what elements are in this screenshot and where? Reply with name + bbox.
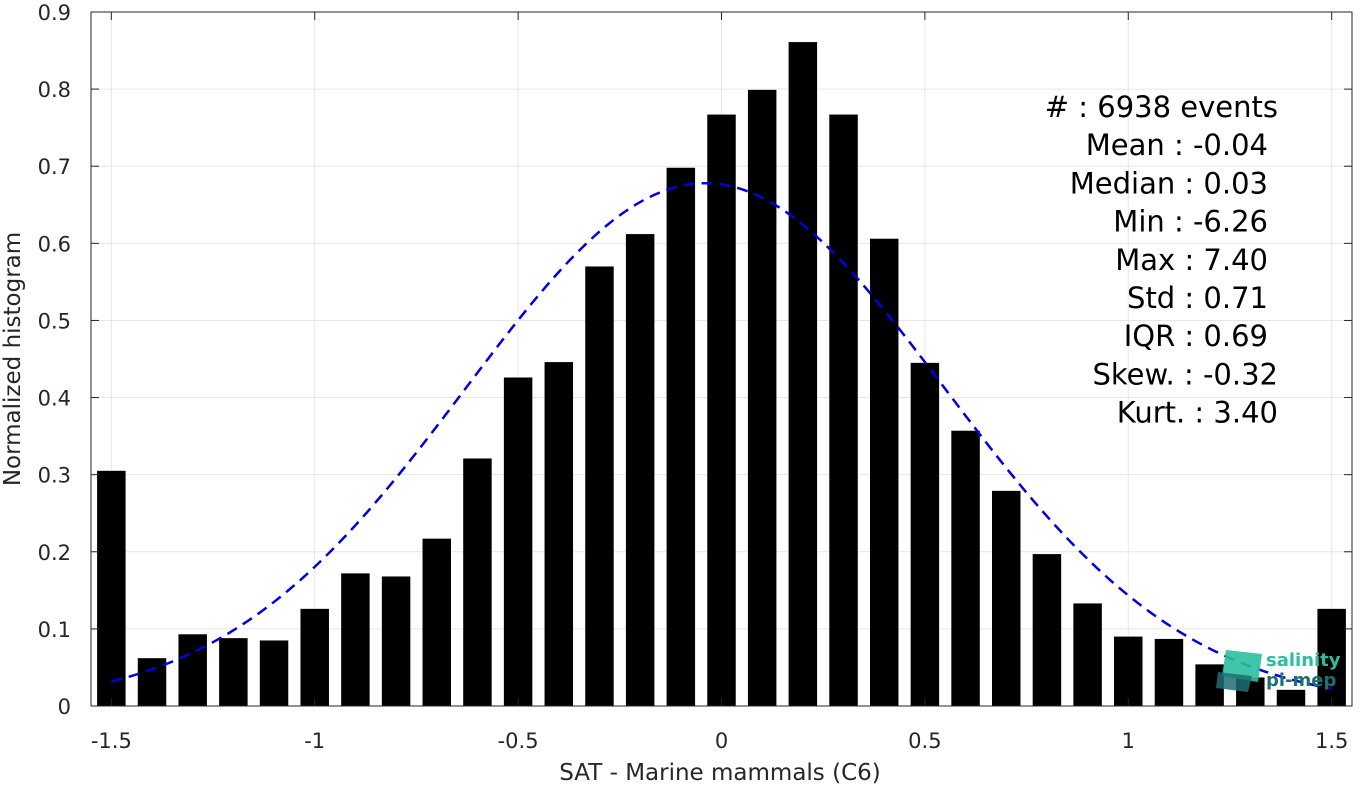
bars bbox=[97, 42, 1346, 707]
y-tick-label: 0.9 bbox=[38, 1, 71, 25]
histogram-bar bbox=[219, 638, 248, 706]
histogram-bar bbox=[747, 89, 777, 707]
stat-line: Kurt. : 3.40 bbox=[1117, 396, 1278, 430]
y-axis-title: Normalized histogram bbox=[0, 232, 26, 486]
y-tick-label: 0.2 bbox=[38, 541, 71, 565]
gaussian-fit-curve bbox=[111, 181, 1332, 690]
y-tick-label: 0.3 bbox=[38, 464, 71, 488]
x-axis-title: SAT - Marine mammals (C6) bbox=[559, 760, 881, 785]
histogram-bar bbox=[951, 430, 980, 706]
x-tick-label: 0 bbox=[715, 729, 728, 753]
stat-line: Skew. : -0.32 bbox=[1092, 357, 1278, 391]
histogram-bar bbox=[788, 42, 818, 706]
histogram-bar bbox=[1154, 638, 1184, 706]
x-tick-label: -1.5 bbox=[91, 729, 132, 753]
stat-line: Max : 7.40 bbox=[1115, 243, 1268, 277]
logo-mark-dark bbox=[1216, 672, 1252, 692]
stat-line: Mean : -0.04 bbox=[1086, 128, 1268, 162]
histogram-bar bbox=[341, 573, 370, 706]
histogram-bar bbox=[1114, 636, 1143, 706]
histogram-bar bbox=[422, 538, 451, 706]
stat-line: # : 6938 events bbox=[1045, 90, 1278, 124]
histogram-bar bbox=[707, 114, 736, 706]
y-tick-label: 0.5 bbox=[38, 309, 71, 333]
x-tick-label: -0.5 bbox=[498, 729, 539, 753]
y-tick-label: 0 bbox=[58, 695, 71, 719]
x-tick-label: -1 bbox=[304, 729, 325, 753]
histogram-bar bbox=[300, 608, 329, 706]
histogram-bar bbox=[544, 362, 574, 706]
salinity-pimep-logo: salinity pi-mep bbox=[1216, 650, 1341, 692]
y-tick-label: 0.7 bbox=[38, 155, 71, 179]
histogram-bar bbox=[829, 114, 858, 706]
histogram-bar bbox=[625, 234, 655, 706]
histogram-bar bbox=[666, 167, 696, 706]
stat-line: Median : 0.03 bbox=[1070, 166, 1268, 200]
histogram-bar bbox=[992, 490, 1021, 706]
histogram-bar bbox=[259, 640, 289, 706]
stat-line: Std : 0.71 bbox=[1127, 281, 1268, 315]
logo-text-salinity: salinity bbox=[1266, 650, 1341, 671]
x-tick-label: 1 bbox=[1122, 729, 1135, 753]
y-tick-label: 0.8 bbox=[38, 78, 71, 102]
y-tick-label: 0.1 bbox=[38, 618, 71, 642]
histogram-bar bbox=[910, 362, 940, 706]
statistics-box: # : 6938 events Mean : -0.04 Median : 0.03… bbox=[1045, 90, 1278, 430]
x-axis-ticks: -1.5 -1 -0.5 0 0.5 1 1.5 bbox=[91, 12, 1348, 753]
histogram-bar bbox=[97, 470, 126, 706]
x-tick-label: 1.5 bbox=[1315, 729, 1348, 753]
histogram-bar bbox=[463, 458, 492, 706]
y-tick-label: 0.6 bbox=[38, 232, 71, 256]
histogram-bar bbox=[137, 658, 167, 706]
histogram-bar bbox=[1317, 608, 1346, 706]
histogram-bar bbox=[585, 266, 614, 706]
x-tick-label: 0.5 bbox=[908, 729, 941, 753]
stat-line: IQR : 0.69 bbox=[1124, 319, 1268, 353]
stat-line: Min : -6.26 bbox=[1113, 205, 1268, 239]
histogram-bar bbox=[869, 238, 899, 706]
histogram-bar bbox=[503, 377, 533, 706]
logo-text-pimep: pi-mep bbox=[1266, 670, 1336, 691]
y-axis-ticks: 0 0.1 0.2 0.3 0.4 0.5 0.6 0.7 0.8 0.9 bbox=[38, 1, 1352, 719]
histogram-bar bbox=[1276, 689, 1306, 706]
y-tick-label: 0.4 bbox=[38, 387, 71, 411]
histogram-bar bbox=[1032, 554, 1062, 706]
histogram-bar bbox=[178, 634, 207, 706]
histogram-bar bbox=[381, 576, 411, 706]
histogram-bar bbox=[1073, 603, 1102, 706]
